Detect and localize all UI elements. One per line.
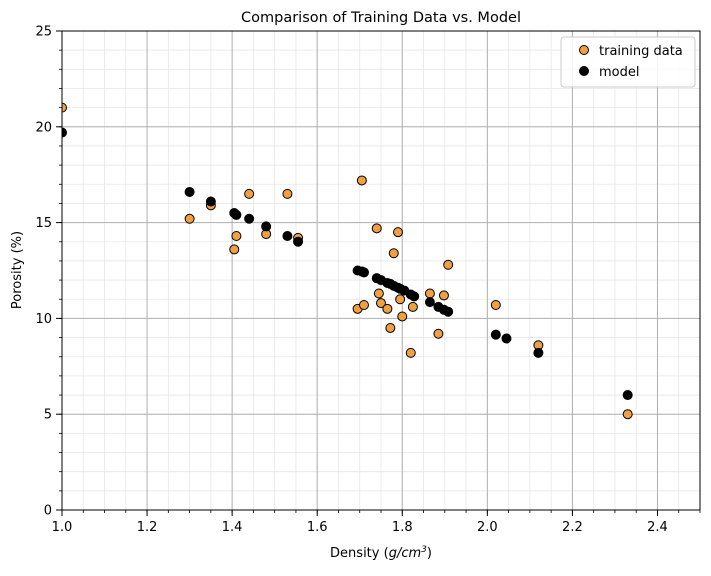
x-tick-label: 1.0 — [52, 520, 73, 535]
training-data-point — [388, 248, 399, 259]
model-point — [293, 236, 304, 247]
series-model — [62, 127, 633, 401]
y-tick-label: 20 — [35, 120, 52, 135]
legend: training data model — [560, 36, 696, 88]
training-data-point — [433, 328, 444, 339]
training-data-point — [438, 290, 449, 301]
model-point — [205, 196, 216, 207]
training-data-point — [385, 322, 396, 333]
training-data-point — [371, 223, 382, 234]
model-point — [501, 333, 512, 344]
training-data-point — [231, 231, 242, 242]
training-data-point — [382, 303, 393, 314]
model-point — [62, 127, 67, 138]
training-data-point — [407, 301, 418, 312]
training-data-point — [358, 299, 369, 310]
y-axis-label: Porosity (%) — [10, 231, 25, 309]
training-data-point — [244, 188, 255, 199]
model-point — [622, 390, 633, 401]
legend-box — [560, 36, 696, 88]
legend-label-model: model — [599, 65, 639, 80]
model-point — [184, 186, 195, 197]
training-data-point — [376, 298, 386, 309]
training-data-point — [395, 294, 406, 305]
model-point — [244, 213, 255, 224]
training-data-point — [424, 288, 435, 299]
training-data-point — [443, 259, 454, 270]
training-data-point — [282, 188, 293, 199]
training-data-point — [229, 244, 240, 255]
training-data-point — [397, 311, 408, 322]
y-tick-label: 15 — [35, 216, 52, 231]
model-point — [282, 231, 293, 242]
model-point — [261, 221, 272, 232]
axis-ticks — [56, 30, 701, 516]
x-tick-label: 2.0 — [477, 520, 498, 535]
x-tick-label: 1.4 — [222, 520, 243, 535]
model-point — [409, 291, 420, 302]
model-point — [358, 267, 369, 278]
training-data-point — [622, 409, 633, 420]
model-point — [424, 297, 435, 308]
x-axis-label-unit: g/cm — [389, 546, 421, 561]
training-data-point — [62, 102, 67, 113]
x-tick-label: 2.2 — [562, 520, 583, 535]
chart-title: Comparison of Training Data vs. Model — [241, 10, 521, 26]
x-tick-label: 1.8 — [392, 520, 413, 535]
x-tick-label: 2.4 — [647, 520, 668, 535]
y-tick-label: 10 — [35, 312, 52, 327]
model-point — [231, 209, 242, 220]
legend-label-training-data: training data — [599, 44, 683, 59]
training-data-point — [356, 175, 367, 186]
x-tick-label: 1.2 — [137, 520, 158, 535]
y-tick-label: 25 — [35, 25, 52, 40]
y-tick-label: 0 — [44, 504, 52, 519]
legend-marker-training-data — [579, 45, 589, 55]
y-tick-label: 5 — [44, 408, 52, 423]
series-training-data — [62, 102, 633, 420]
training-data-point — [184, 213, 195, 224]
training-data-point — [405, 347, 416, 358]
training-data-point — [490, 299, 501, 310]
x-axis-label: Density (g/cm3) — [330, 545, 432, 561]
x-axis-label-main: Density ( — [330, 546, 389, 561]
x-axis-label-exponent: 3 — [421, 545, 427, 555]
training-data-point — [393, 227, 404, 238]
axis-tick-labels: 1.0 1.2 1.4 1.6 1.8 2.0 2.2 2.4 0 5 10 15 20 25 — [35, 25, 667, 536]
model-point — [490, 329, 501, 340]
x-tick-label: 1.6 — [307, 520, 328, 535]
x-axis-label-close: ) — [427, 546, 432, 561]
model-point — [443, 306, 454, 317]
model-point — [533, 347, 544, 358]
training-data-point — [373, 288, 384, 299]
legend-marker-model — [579, 66, 589, 76]
series-layer — [62, 102, 633, 420]
